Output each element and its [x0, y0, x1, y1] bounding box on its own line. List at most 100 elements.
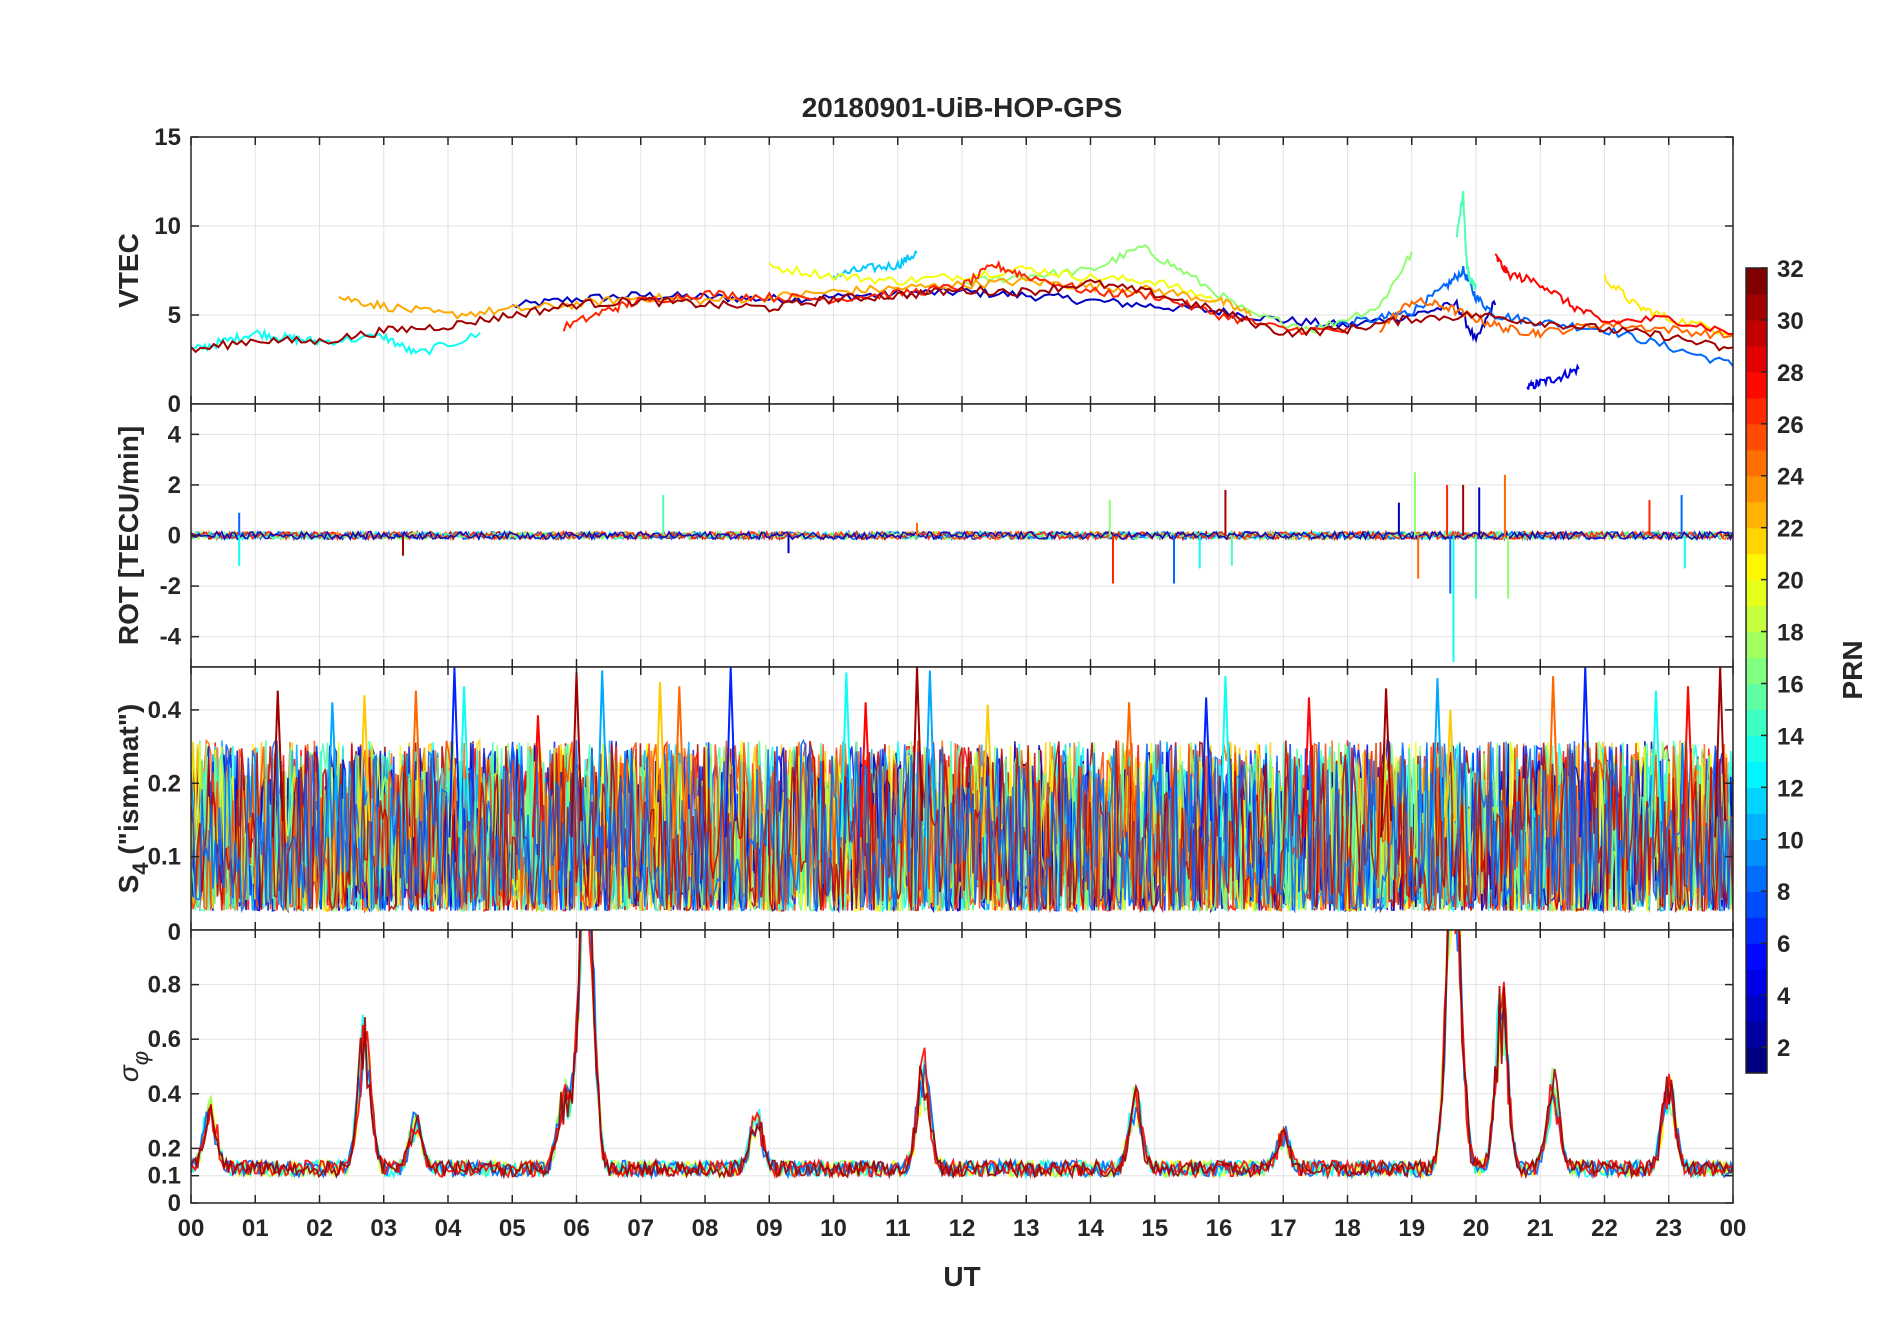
y-tick-label: 0.4 [148, 697, 182, 724]
colorbar-segment [1746, 449, 1767, 477]
colorbar-label: PRN [1837, 640, 1868, 699]
data-series [191, 930, 1733, 1181]
x-tick-label: 22 [1591, 1215, 1618, 1242]
s4-peak [1649, 690, 1662, 838]
colorbar-tick-label: 22 [1777, 516, 1804, 543]
colorbar-segment [1746, 943, 1767, 970]
x-tick-label: 08 [692, 1215, 719, 1242]
series-line-prn-25 [1379, 296, 1733, 340]
s4-peak [596, 670, 609, 838]
series-line-prn-31 [191, 278, 1733, 354]
y-tick-label: 15 [154, 124, 181, 151]
y-tick-label: -4 [160, 624, 182, 651]
colorbar-segment [1746, 1047, 1767, 1074]
y-axis-label-sub: φ [128, 1051, 153, 1065]
s4-peak [326, 702, 339, 838]
y-tick-label: 4 [168, 421, 182, 448]
series-line-prn-8 [1315, 265, 1733, 367]
colorbar-segment [1746, 553, 1767, 581]
colorbar-segment [1746, 293, 1767, 321]
panel-vtec: 0 5 10 15 VTEC [113, 124, 1734, 418]
series-line-prn-13 [191, 327, 481, 356]
panel-s4: 0.10.20.4S4 ("ism.mat") [113, 666, 1734, 931]
colorbar-segment [1746, 631, 1767, 659]
colorbar-segment [1746, 579, 1767, 607]
s4-peak [448, 667, 461, 838]
x-tick-label: 04 [435, 1215, 462, 1242]
colorbar-segment [1746, 917, 1767, 944]
y-axis-label-sub: 4 [128, 862, 153, 875]
y-tick-label: -2 [160, 573, 181, 600]
colorbar-segment [1746, 475, 1767, 503]
panel-rot: -4 -2 0 2 4 ROT [TECU/min] [113, 403, 1734, 668]
series-line-prn-8 [191, 738, 1733, 914]
colorbar-segment [1746, 397, 1767, 425]
s4-peak [531, 715, 544, 838]
colorbar-segment [1746, 891, 1767, 918]
colorbar-tick-label: 20 [1777, 568, 1804, 595]
s4-peak [1431, 678, 1444, 838]
colorbar-tick-label: 10 [1777, 827, 1804, 854]
y-tick-label: 0.6 [148, 1026, 181, 1053]
y-tick-label: 0.4 [148, 1081, 182, 1108]
series-line-prn-21 [1603, 274, 1733, 338]
x-tick-label: 01 [242, 1215, 269, 1242]
y-tick-label: 0.8 [148, 972, 181, 999]
series-line-prn-3 [191, 529, 1733, 542]
s4-peak [1219, 676, 1232, 838]
colorbar-tick-label: 12 [1777, 775, 1804, 802]
colorbar-segment [1746, 423, 1767, 451]
x-tick-label: 06 [563, 1215, 590, 1242]
colorbar-tick-label: 8 [1777, 879, 1790, 906]
series-line-prn-4 [1526, 363, 1580, 390]
y-tick-label: 10 [154, 213, 181, 240]
x-tick-label: 13 [1013, 1215, 1040, 1242]
colorbar-segment [1746, 735, 1767, 762]
s4-peak [981, 704, 994, 838]
colorbar-tick-label: 32 [1777, 256, 1804, 283]
colorbar-segment [1746, 865, 1767, 892]
s4-peak [1714, 667, 1727, 838]
x-tick-label: 20 [1463, 1215, 1490, 1242]
x-axis-label: UT [943, 1261, 980, 1292]
colorbar-segment [1746, 319, 1767, 347]
s4-peak [1579, 667, 1592, 838]
y-tick-label: 0 [168, 919, 181, 946]
colorbar-tick-label: 6 [1777, 931, 1790, 958]
s4-peak [911, 667, 924, 838]
y-axis-label-main: σ [113, 1064, 144, 1082]
chart-title: 20180901-UiB-HOP-GPS [802, 92, 1123, 123]
colorbar-segment [1746, 657, 1767, 685]
s4-peak [409, 690, 422, 838]
y-tick-label: 0.1 [148, 1163, 181, 1190]
colorbar-segment [1746, 761, 1767, 788]
y-tick-label: 0.1 [148, 844, 181, 871]
series-line-prn-28 [1494, 253, 1733, 336]
s4-peak [1302, 697, 1315, 838]
x-tick-label: 14 [1077, 1215, 1104, 1242]
x-tick-label: 00 [178, 1215, 205, 1242]
colorbar-segment [1746, 345, 1767, 373]
data-series [191, 190, 1733, 390]
x-tick-label: 19 [1398, 1215, 1425, 1242]
colorbar-tick-label: 2 [1777, 1035, 1790, 1062]
s4-peak [1444, 709, 1457, 838]
colorbar-segment [1746, 839, 1767, 866]
y-tick-label: 0 [168, 391, 181, 418]
x-tick-label: 10 [820, 1215, 847, 1242]
s4-peak [673, 686, 686, 838]
y-tick-label: 5 [168, 302, 181, 329]
s4-peak [271, 690, 284, 838]
colorbar-segment [1746, 527, 1767, 555]
series-line-prn-15 [1455, 190, 1477, 291]
x-tick-label: 00 [1720, 1215, 1747, 1242]
s4-peak [1200, 697, 1213, 838]
s4-peak [859, 702, 872, 838]
colorbar-segment [1746, 605, 1767, 633]
x-tick-label: 21 [1527, 1215, 1554, 1242]
y-tick-label: 2 [168, 472, 181, 499]
s4-peak [358, 695, 371, 838]
series-line-prn-31 [191, 930, 1733, 1180]
